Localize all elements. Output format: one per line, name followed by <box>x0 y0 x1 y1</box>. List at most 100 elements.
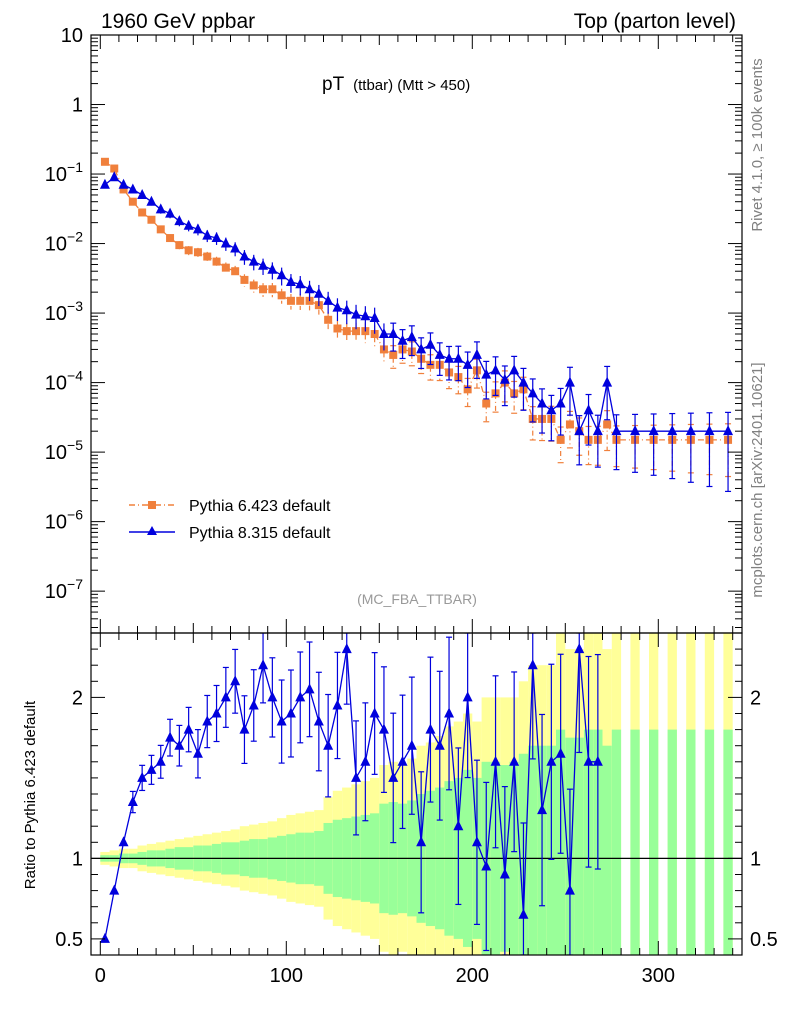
ytick-label-exp: −6 <box>67 507 83 523</box>
point-pythia8 <box>137 188 148 199</box>
point-pythia8 <box>369 311 380 322</box>
point-pythia6 <box>184 246 193 255</box>
ytick-label-base: 10 <box>45 442 67 464</box>
point-pythia6 <box>221 263 230 272</box>
band-stat-bin <box>649 729 659 955</box>
point-pythia8 <box>127 183 138 194</box>
ytick-label-exp: −7 <box>67 576 83 592</box>
ratio-point-pythia8 <box>369 707 380 718</box>
point-pythia8 <box>471 348 482 359</box>
plot-title-sub: (ttbar) (Mtt > 450) <box>353 77 470 94</box>
band-stat-bin <box>528 745 538 955</box>
main-panel-frame <box>90 34 743 634</box>
ytick-label-base: 10 <box>45 373 67 395</box>
point-pythia6 <box>231 267 240 276</box>
point-pythia8 <box>295 278 306 289</box>
point-pythia6 <box>286 296 295 305</box>
ratio-point-pythia8 <box>537 804 548 815</box>
ratio-point-pythia8 <box>518 908 529 919</box>
point-pythia8 <box>685 425 696 436</box>
ratio-ylabel: Ratio to Pythia 6.423 default <box>22 700 39 889</box>
point-pythia6 <box>463 385 472 394</box>
ytick-label-exp: −3 <box>67 298 83 314</box>
ratio-point-pythia8 <box>295 691 306 702</box>
point-pythia6 <box>370 330 379 338</box>
point-pythia8 <box>462 358 473 369</box>
point-pythia6 <box>119 185 128 194</box>
ratio-point-pythia8 <box>118 836 129 847</box>
ratio-point-pythia8 <box>351 771 362 782</box>
ratio-ytick-label: 2 <box>72 687 83 709</box>
ratio-point-pythia8 <box>304 683 315 694</box>
ytick-label-base: 10 <box>45 303 67 325</box>
ratio-ytick-label-right: 2 <box>750 687 761 709</box>
ratio-point-pythia8 <box>592 755 603 766</box>
legend: Pythia 6.423 default Pythia 8.315 defaul… <box>129 498 331 542</box>
ratio-point-pythia8 <box>220 691 231 702</box>
ratio-point-pythia8 <box>341 643 352 654</box>
ytick-label: 10−2 <box>45 229 83 256</box>
ratio-point-pythia8 <box>444 707 455 718</box>
point-pythia6 <box>203 252 212 261</box>
point-pythia6 <box>352 327 361 336</box>
ratio-point-pythia8 <box>397 755 408 766</box>
mcplots-label: mcplots.cern.ch [arXiv:2401.10621] <box>749 362 766 597</box>
point-pythia6 <box>556 435 565 444</box>
point-pythia8 <box>341 304 352 315</box>
point-pythia8 <box>276 269 287 280</box>
point-pythia8 <box>630 425 641 436</box>
ratio-point-pythia8 <box>527 659 538 670</box>
ytick-label-base: 10 <box>45 164 67 186</box>
point-pythia8 <box>351 308 362 319</box>
ratio-ytick-label: 0.5 <box>55 929 83 951</box>
analysis-tag: (MC_FBA_TTBAR) <box>357 591 477 607</box>
ratio-layer <box>91 633 742 955</box>
point-pythia8 <box>323 294 334 305</box>
point-pythia8 <box>583 404 594 415</box>
ytick-label-exp: −4 <box>67 368 83 384</box>
ytick-label: 10−1 <box>45 159 83 186</box>
point-pythia8 <box>509 364 520 375</box>
point-pythia6 <box>128 197 137 206</box>
ratio-point-pythia8 <box>574 643 585 654</box>
ratio-point-pythia8 <box>499 868 510 879</box>
legend-label-pythia8: Pythia 8.315 default <box>189 525 331 542</box>
ratio-point-pythia8 <box>192 747 203 758</box>
point-pythia8 <box>313 287 324 298</box>
point-pythia6 <box>482 399 491 408</box>
ytick-label: 10−3 <box>45 298 83 325</box>
ratio-point-pythia8 <box>406 739 417 750</box>
ratio-point-pythia8 <box>155 755 166 766</box>
point-pythia8 <box>555 397 566 408</box>
point-pythia6 <box>333 324 342 333</box>
ratio-point-pythia8 <box>360 755 371 766</box>
point-pythia8 <box>434 348 445 359</box>
ratio-point-pythia8 <box>388 771 399 782</box>
point-pythia6 <box>156 225 165 234</box>
band-stat-bin <box>667 729 677 955</box>
ratio-point-pythia8 <box>453 820 464 831</box>
legend-marker-pythia8 <box>147 526 157 535</box>
ratio-point-pythia8 <box>202 715 213 726</box>
point-pythia8 <box>490 364 501 375</box>
point-pythia8 <box>574 425 585 436</box>
point-pythia6 <box>268 285 277 294</box>
point-pythia8 <box>202 229 213 240</box>
point-pythia8 <box>332 301 343 312</box>
point-pythia6 <box>342 327 351 336</box>
ratio-point-pythia8 <box>258 659 269 670</box>
point-pythia8 <box>397 334 408 345</box>
ratio-point-pythia8 <box>471 836 482 847</box>
point-pythia6 <box>212 257 221 266</box>
ratio-point-pythia8 <box>509 755 520 766</box>
ratio-point-pythia8 <box>332 699 343 710</box>
point-pythia8 <box>99 178 110 189</box>
band-stat-bin <box>602 745 612 955</box>
ratio-point-pythia8 <box>146 763 157 774</box>
ratio-point-pythia8 <box>546 755 557 766</box>
ytick-label-exp: −2 <box>67 229 83 245</box>
ratio-point-pythia8 <box>490 755 501 766</box>
ytick-label-base: 10 <box>45 512 67 534</box>
ratio-point-pythia8 <box>462 691 473 702</box>
ratio-point-pythia8 <box>481 860 492 871</box>
